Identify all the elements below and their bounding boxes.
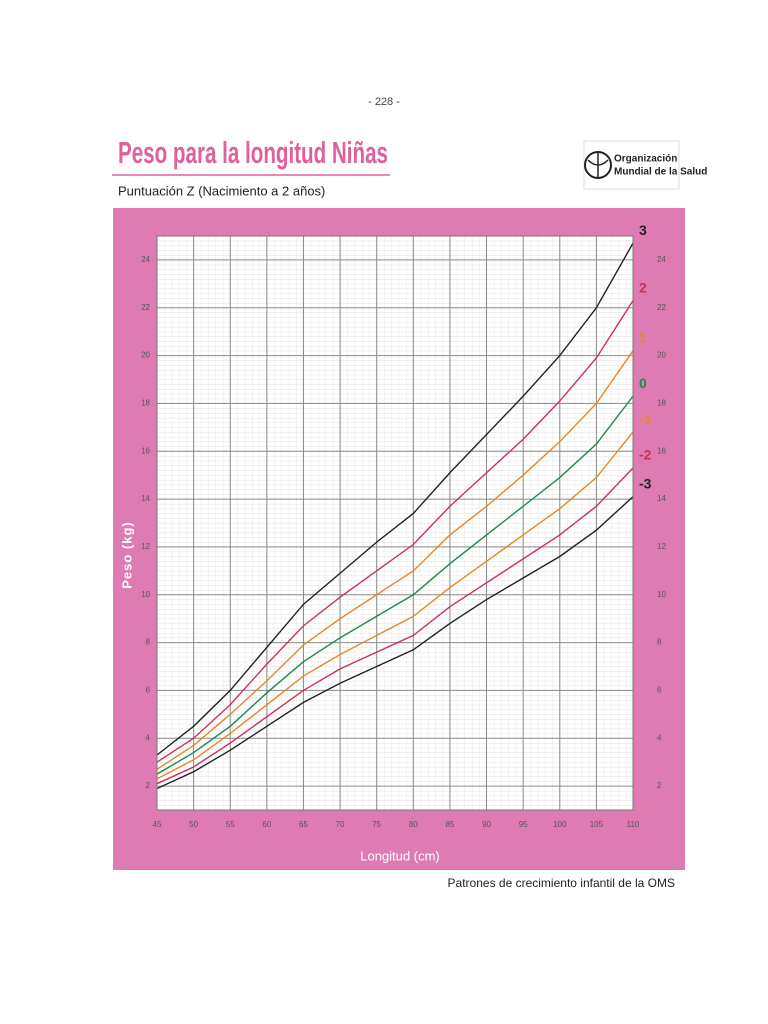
minor-grid — [157, 236, 633, 810]
y-tick-label: 2 — [657, 781, 662, 790]
plot-border — [156, 235, 634, 811]
x-tick-label: 100 — [553, 820, 567, 829]
curve-label: -2 — [639, 447, 652, 463]
y-tick-label: 14 — [657, 494, 666, 503]
curve-label: 3 — [639, 222, 647, 238]
title: Peso para la longitud Niñas — [118, 135, 388, 170]
curve — [156, 467, 634, 785]
curve — [156, 350, 634, 770]
y-tick-label: 10 — [141, 590, 150, 599]
page-number: - 228 - — [368, 96, 400, 108]
y-tick-label: 22 — [141, 303, 150, 312]
curve-label: 2 — [639, 279, 647, 295]
subtitle: Puntuación Z (Nacimiento a 2 años) — [118, 183, 325, 198]
y-tick-label: 16 — [657, 446, 666, 455]
who-logo: Organización Mundial de la Salud — [583, 140, 707, 190]
curve-label: -3 — [639, 475, 652, 491]
x-tick-label: 55 — [226, 820, 235, 829]
y-tick-label: 2 — [146, 781, 151, 790]
y-tick-label: 8 — [146, 638, 151, 647]
y-tick-label: 10 — [657, 590, 666, 599]
x-tick-label: 50 — [189, 820, 198, 829]
x-tick-label: 90 — [482, 820, 491, 829]
y-tick-label: 20 — [141, 351, 150, 360]
curve — [156, 242, 634, 756]
y-tick-label: 18 — [657, 399, 666, 408]
logo-text: Mundial de la Salud — [614, 167, 707, 178]
y-axis-label: Peso (kg) — [119, 521, 134, 589]
y-tick-label: 6 — [146, 686, 151, 695]
y-tick-label: 12 — [141, 542, 150, 551]
curve — [156, 431, 634, 780]
y-tick-label: 14 — [141, 494, 150, 503]
y-tick-label: 8 — [657, 638, 662, 647]
curves — [156, 242, 634, 790]
y-tick-label: 6 — [657, 686, 662, 695]
curve — [156, 395, 634, 775]
x-tick-label: 65 — [299, 820, 308, 829]
y-tick-label: 24 — [657, 255, 666, 264]
y-tick-label: 20 — [657, 351, 666, 360]
footer: Patrones de crecimiento infantil de la O… — [448, 876, 675, 890]
curve-label: 1 — [639, 330, 647, 346]
logo-text: Organización — [614, 154, 677, 165]
x-tick-label: 95 — [519, 820, 528, 829]
x-tick-label: 45 — [153, 820, 162, 829]
y-tick-label: 16 — [141, 446, 150, 455]
y-tick-label: 4 — [657, 733, 662, 742]
x-tick-label: 60 — [262, 820, 271, 829]
y-tick-label: 22 — [657, 303, 666, 312]
x-tick-label: 70 — [336, 820, 345, 829]
x-tick-label: 110 — [627, 820, 640, 829]
curve-label: 0 — [639, 375, 647, 391]
curve-label: -1 — [639, 411, 652, 427]
y-tick-label: 18 — [141, 399, 150, 408]
x-tick-label: 85 — [445, 820, 454, 829]
y-tick-label: 24 — [141, 255, 150, 264]
y-tick-label: 12 — [657, 542, 666, 551]
curve — [156, 300, 634, 763]
curve — [156, 496, 634, 790]
x-axis-label: Longitud (cm) — [360, 848, 439, 863]
x-tick-label: 75 — [372, 820, 381, 829]
x-tick-label: 80 — [409, 820, 418, 829]
x-tick-label: 105 — [590, 820, 604, 829]
y-tick-label: 4 — [146, 733, 151, 742]
